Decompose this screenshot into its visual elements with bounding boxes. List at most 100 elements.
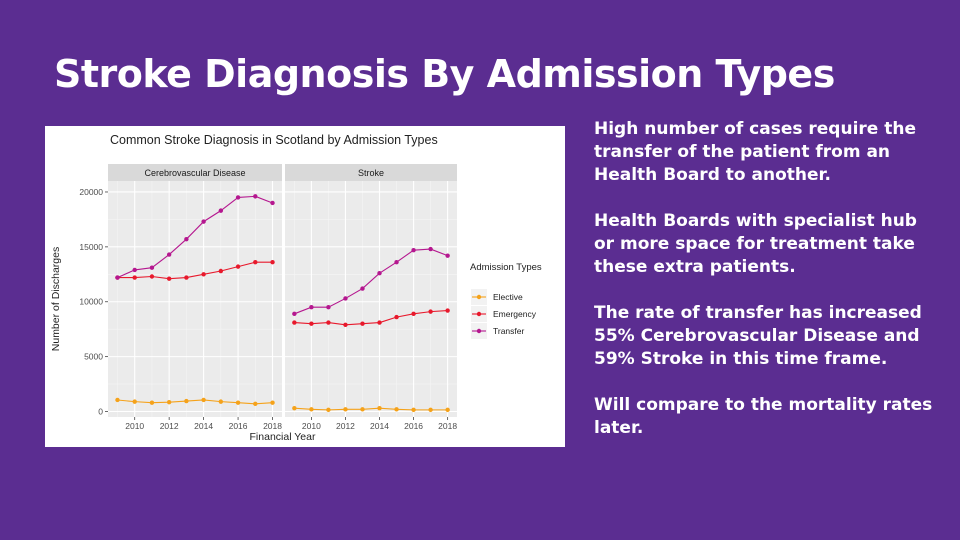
data-point-elective	[309, 407, 314, 412]
data-point-emergency	[218, 268, 224, 274]
facet-strip-label: Cerebrovascular Disease	[144, 168, 245, 178]
data-point-transfer	[309, 305, 314, 310]
data-point-elective	[270, 400, 275, 405]
y-tick-label: 10000	[79, 297, 103, 307]
series-line-emergency	[117, 261, 273, 280]
slide-body-text: High number of cases require the transfe…	[594, 118, 934, 463]
data-point-transfer	[377, 271, 382, 276]
data-point-transfer	[166, 252, 172, 257]
data-point-emergency	[184, 275, 189, 280]
data-point-elective	[343, 407, 348, 412]
panel-background	[285, 181, 457, 417]
legend-label-elective: Elective	[493, 292, 523, 302]
legend-title: Admission Types	[470, 262, 542, 273]
series-line-emergency	[294, 309, 448, 326]
data-point-emergency	[445, 308, 450, 313]
data-point-emergency	[201, 272, 206, 277]
data-point-elective	[377, 406, 382, 411]
data-point-elective	[292, 406, 297, 411]
x-tick-label: 2010	[125, 421, 144, 431]
series-line-elective	[117, 399, 273, 405]
legend-key-point-emergency	[476, 311, 482, 317]
data-point-emergency	[253, 260, 258, 265]
data-point-elective	[394, 407, 399, 412]
x-tick-label: 2018	[263, 421, 282, 431]
data-point-transfer	[184, 236, 189, 242]
body-paragraph-transfer-rate: The rate of transfer has increased 55% C…	[594, 303, 922, 369]
faceted-line-chart: Common Stroke Diagnosis in Scotland by A…	[50, 133, 542, 443]
data-point-emergency	[270, 260, 275, 265]
series-line-transfer	[117, 195, 273, 279]
x-tick-label: 2010	[302, 421, 321, 431]
data-point-elective	[428, 407, 433, 413]
data-point-transfer	[132, 267, 137, 273]
x-tick-label: 2014	[194, 421, 213, 431]
data-point-emergency	[343, 322, 348, 327]
data-point-elective	[201, 397, 206, 403]
data-point-transfer	[360, 286, 365, 291]
facet-strip-label: Stroke	[358, 168, 384, 178]
data-point-emergency	[309, 321, 314, 326]
x-tick-label: 2012	[336, 421, 355, 431]
body-paragraph-mortality: Will compare to the mortality rates late…	[594, 395, 933, 438]
y-tick-label: 0	[98, 407, 103, 417]
body-paragraph-health-boards: Health Boards with specialist hub or mor…	[594, 211, 917, 277]
chart-title: Common Stroke Diagnosis in Scotland by A…	[110, 133, 438, 147]
data-point-emergency	[132, 275, 137, 280]
x-tick-label: 2012	[160, 421, 179, 431]
data-point-elective	[132, 399, 137, 404]
chart-panel: Common Stroke Diagnosis in Scotland by A…	[45, 126, 565, 447]
data-point-emergency	[326, 320, 331, 325]
data-point-transfer	[394, 260, 399, 265]
slide-title: Stroke Diagnosis By Admission Types	[54, 52, 835, 96]
data-point-elective	[360, 407, 365, 412]
series-line-transfer	[294, 248, 448, 315]
data-point-elective	[326, 407, 331, 413]
panel-background	[108, 181, 282, 417]
y-tick-label: 15000	[79, 242, 103, 252]
data-point-elective	[253, 401, 258, 407]
series-line-elective	[294, 407, 448, 411]
x-tick-label: 2016	[404, 421, 423, 431]
data-point-emergency	[428, 309, 433, 314]
facet-strip	[285, 164, 457, 181]
data-point-transfer	[218, 208, 224, 213]
data-point-elective	[166, 399, 172, 405]
data-point-transfer	[445, 253, 450, 258]
data-point-emergency	[394, 314, 399, 320]
legend-label-transfer: Transfer	[493, 326, 525, 336]
body-paragraph-transfer-cases: High number of cases require the transfe…	[594, 119, 916, 185]
data-point-elective	[411, 407, 416, 413]
data-point-transfer	[149, 265, 155, 270]
data-point-transfer	[115, 275, 120, 280]
legend-key-point-elective	[476, 294, 482, 300]
data-point-emergency	[292, 320, 297, 325]
data-point-transfer	[201, 219, 206, 224]
y-tick-label: 5000	[84, 352, 103, 362]
data-point-elective	[235, 400, 241, 405]
data-point-elective	[184, 398, 189, 404]
x-tick-label: 2014	[370, 421, 389, 431]
data-point-elective	[115, 397, 120, 403]
y-axis-label: Number of Discharges	[50, 247, 62, 351]
data-point-emergency	[149, 274, 155, 279]
data-point-emergency	[411, 311, 416, 317]
legend-label-emergency: Emergency	[493, 309, 537, 319]
data-point-emergency	[377, 320, 382, 325]
x-tick-label: 2018	[438, 421, 457, 431]
data-point-transfer	[292, 311, 297, 317]
data-point-transfer	[253, 194, 258, 199]
facet-strip	[108, 164, 282, 181]
x-tick-label: 2016	[229, 421, 248, 431]
data-point-emergency	[166, 276, 172, 281]
x-axis-label: Financial Year	[250, 431, 316, 443]
data-point-transfer	[270, 200, 275, 206]
data-point-elective	[149, 400, 155, 405]
data-point-transfer	[428, 246, 433, 252]
data-point-emergency	[235, 264, 241, 269]
data-point-transfer	[235, 195, 241, 200]
data-point-transfer	[326, 305, 331, 310]
y-tick-label: 20000	[79, 187, 103, 197]
legend-key-point-transfer	[476, 328, 482, 334]
data-point-transfer	[411, 247, 416, 253]
